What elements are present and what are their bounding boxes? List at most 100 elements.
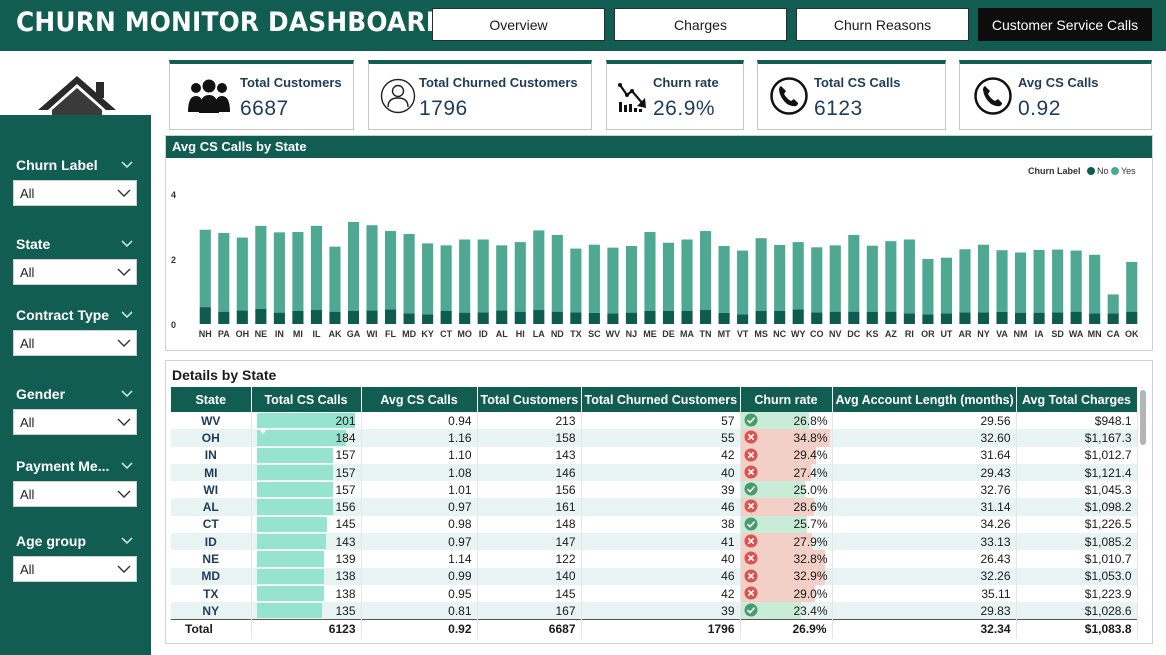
bar-il-yes[interactable] — [310, 225, 322, 311]
table-row[interactable]: TX 138 0.95 145 42 29.0% 35.11 $1,223.9 — [171, 584, 1138, 603]
bar-ma-no[interactable] — [681, 311, 693, 324]
nav-customer-service-calls-button[interactable]: Customer Service Calls — [978, 8, 1152, 41]
bar-mt-yes[interactable] — [718, 246, 730, 313]
bar-me-yes[interactable] — [644, 232, 656, 311]
bar-or-no[interactable] — [922, 314, 934, 324]
bar-sc-no[interactable] — [588, 312, 600, 324]
bar-ri-no[interactable] — [903, 313, 915, 324]
nav-churn-reasons-button[interactable]: Churn Reasons — [796, 8, 969, 41]
bar-dc-yes[interactable] — [848, 234, 860, 312]
bar-wy-yes[interactable] — [792, 242, 804, 310]
age-group-dropdown[interactable]: All — [13, 556, 137, 582]
chevron-down-icon[interactable] — [120, 160, 134, 170]
bar-mn-yes[interactable] — [1089, 254, 1101, 314]
bar-nm-no[interactable] — [1015, 312, 1027, 325]
nav-overview-button[interactable]: Overview — [432, 8, 605, 41]
bar-hi-yes[interactable] — [514, 242, 526, 312]
bar-ga-no[interactable] — [347, 311, 360, 324]
bar-de-no[interactable] — [662, 311, 675, 324]
bar-me-no[interactable] — [644, 311, 656, 324]
column-header-avg-cs-calls[interactable]: Avg CS Calls — [361, 387, 478, 412]
bar-ia-yes[interactable] — [1033, 249, 1045, 313]
bar-mi-yes[interactable] — [292, 232, 304, 311]
bar-tx-yes[interactable] — [570, 248, 582, 313]
contract-type-dropdown[interactable]: All — [13, 330, 137, 356]
bar-id-yes[interactable] — [477, 239, 489, 313]
bar-mn-no[interactable] — [1089, 313, 1101, 324]
bar-nj-no[interactable] — [625, 312, 637, 325]
bar-wi-yes[interactable] — [366, 225, 378, 311]
state-dropdown[interactable]: All — [13, 259, 137, 285]
bar-nm-yes[interactable] — [1015, 252, 1027, 313]
bar-nc-yes[interactable] — [774, 245, 786, 311]
bar-nc-no[interactable] — [774, 311, 786, 324]
bar-la-no[interactable] — [533, 310, 545, 324]
chevron-down-icon[interactable] — [120, 461, 134, 471]
bar-ms-no[interactable] — [755, 311, 767, 324]
legend-swatch-no[interactable] — [1087, 167, 1095, 175]
bar-in-no[interactable] — [273, 312, 285, 325]
bar-ny-yes[interactable] — [977, 244, 990, 313]
chevron-down-icon[interactable] — [120, 310, 134, 320]
legend-swatch-yes[interactable] — [1111, 167, 1119, 175]
bar-al-no[interactable] — [496, 310, 508, 324]
bar-ar-no[interactable] — [959, 312, 971, 324]
bar-ar-yes[interactable] — [959, 249, 971, 313]
bar-ks-no[interactable] — [866, 311, 878, 324]
bar-az-yes[interactable] — [885, 241, 897, 312]
bar-ok-yes[interactable] — [1126, 261, 1138, 312]
bar-fl-yes[interactable] — [385, 231, 397, 310]
bar-al-yes[interactable] — [496, 245, 508, 311]
bar-ks-yes[interactable] — [866, 245, 878, 312]
bar-sd-yes[interactable] — [1052, 249, 1064, 313]
bar-vt-no[interactable] — [737, 314, 749, 324]
bar-ne-no[interactable] — [255, 308, 267, 324]
churn-label-dropdown[interactable]: All — [13, 180, 137, 206]
bar-tn-yes[interactable] — [700, 231, 712, 311]
chevron-down-icon[interactable] — [120, 389, 134, 399]
legend-label-yes[interactable]: Yes — [1121, 166, 1136, 176]
table-row[interactable]: IN 157 1.10 143 42 29.4% 31.64 $1,012.7 — [171, 446, 1138, 464]
bar-ct-no[interactable] — [440, 311, 452, 324]
gender-dropdown[interactable]: All — [13, 409, 137, 435]
bar-id-no[interactable] — [477, 312, 489, 324]
bar-ut-no[interactable] — [940, 313, 952, 324]
bar-va-no[interactable] — [996, 311, 1008, 324]
table-row[interactable]: MI 157 1.08 146 40 27.4% 29.43 $1,121.4 — [171, 463, 1138, 482]
bar-il-no[interactable] — [310, 310, 322, 324]
table-row[interactable]: NY 135 0.81 167 39 23.4% 29.83 $1,028.6 — [171, 602, 1138, 620]
bar-wy-no[interactable] — [792, 309, 804, 325]
chevron-down-icon[interactable] — [120, 239, 134, 249]
bar-vt-yes[interactable] — [737, 250, 749, 315]
bar-mo-yes[interactable] — [459, 239, 471, 313]
bar-ut-yes[interactable] — [940, 257, 952, 314]
bar-nh-no[interactable] — [199, 307, 211, 324]
bar-ri-yes[interactable] — [903, 239, 915, 314]
bar-la-yes[interactable] — [533, 230, 545, 311]
table-scrollbar[interactable] — [1140, 390, 1146, 445]
bar-nh-yes[interactable] — [199, 229, 211, 308]
bar-tn-no[interactable] — [700, 310, 712, 324]
bar-ky-no[interactable] — [422, 314, 434, 324]
bar-or-yes[interactable] — [922, 259, 934, 315]
table-row[interactable]: WV 201 0.94 213 57 26.8% 29.56 $948.1 — [171, 412, 1138, 430]
bar-ny-no[interactable] — [977, 312, 990, 324]
table-row[interactable]: WI 157 1.01 156 39 25.0% 32.76 $1,045.3 — [171, 481, 1138, 499]
bar-md-no[interactable] — [403, 313, 415, 324]
bar-sd-no[interactable] — [1052, 312, 1064, 324]
bar-ma-yes[interactable] — [681, 239, 693, 312]
bar-in-yes[interactable] — [273, 232, 285, 313]
bar-az-no[interactable] — [885, 311, 897, 324]
bar-oh-yes[interactable] — [236, 237, 248, 311]
table-row[interactable]: AL 156 0.97 161 46 28.6% 31.14 $1,098.2 — [171, 498, 1138, 516]
bar-wa-yes[interactable] — [1070, 250, 1082, 312]
bar-ky-yes[interactable] — [422, 243, 434, 315]
bar-nd-no[interactable] — [551, 311, 563, 324]
bar-ak-no[interactable] — [329, 311, 341, 324]
column-header-avg-account-length[interactable]: Avg Account Length (months) — [832, 387, 1017, 412]
legend-label-no[interactable]: No — [1097, 166, 1109, 176]
column-header-total-churned[interactable]: Total Churned Customers — [581, 387, 741, 412]
table-scroll-area[interactable]: State Total CS Calls Avg CS Calls Total … — [171, 387, 1138, 639]
payment-method-dropdown[interactable]: All — [13, 481, 137, 507]
bar-nj-yes[interactable] — [625, 246, 637, 313]
